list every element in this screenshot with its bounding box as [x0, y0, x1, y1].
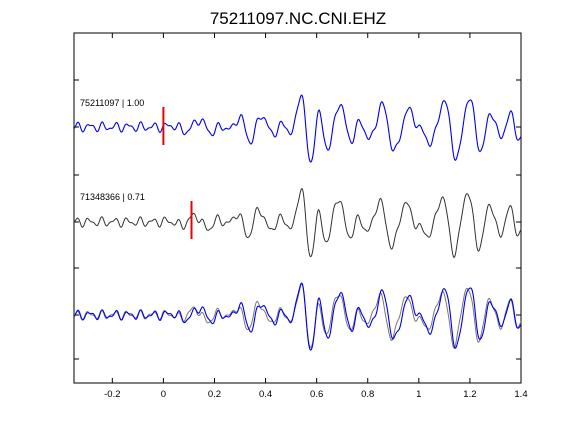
trace-1-label: 75211097 | 1.00	[80, 98, 144, 108]
plot-frame	[73, 32, 522, 384]
trace-3-overlay-gray	[73, 282, 522, 349]
x-tick-label: 0.2	[208, 389, 221, 400]
x-axis: -0.2 0 0.2 0.4 0.6 0.8 1 1.2 1.4	[104, 33, 528, 400]
x-tick-label: 1.2	[463, 389, 476, 400]
x-tick-label: 0.6	[310, 389, 323, 400]
trace-3-overlay-blue	[73, 282, 522, 351]
trace-labels: 75211097 | 1.00 71348366 | 0.71	[80, 98, 145, 202]
waveform-traces	[73, 94, 522, 351]
x-tick-label: 0	[161, 389, 166, 400]
trace-2-label: 71348366 | 0.71	[80, 192, 145, 202]
trace-2-waveform	[73, 187, 522, 259]
x-tick-label: 1.4	[514, 389, 527, 400]
trace-1-waveform	[73, 94, 522, 163]
x-tick-label: 0.8	[361, 389, 374, 400]
chart-title: 75211097.NC.CNI.EHZ	[210, 9, 386, 28]
x-tick-label: 0.4	[259, 389, 272, 400]
x-tick-label: 1	[416, 389, 421, 400]
x-tick-label: -0.2	[104, 389, 120, 400]
